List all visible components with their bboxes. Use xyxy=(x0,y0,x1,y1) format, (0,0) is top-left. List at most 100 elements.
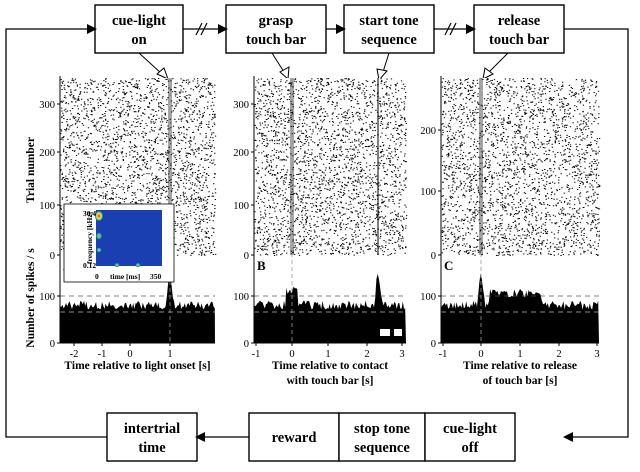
reward-box xyxy=(248,412,340,462)
stop-tone-line2: sequence xyxy=(354,440,410,456)
grasp-line1: grasp xyxy=(259,13,294,29)
release-line1: release xyxy=(498,13,541,29)
raster-tick-label: 0 xyxy=(431,251,436,262)
start-tone-line1: start tone xyxy=(359,13,419,29)
cue-light-off-line2: off xyxy=(462,440,479,456)
cue-light-on-line1: cue-light xyxy=(112,13,166,29)
spike-histogram xyxy=(441,273,599,343)
x-tick-label: 3 xyxy=(594,349,599,360)
x-tick-label: 1 xyxy=(167,349,172,360)
hist-tick-label: 100 xyxy=(39,292,55,303)
x-tick-label: 1 xyxy=(517,349,522,360)
x-axis-label: with touch bar [s] xyxy=(286,375,373,387)
loop-line-left xyxy=(5,24,107,438)
inset-blob-green-4 xyxy=(135,263,141,267)
raster-tick-label: 200 xyxy=(39,148,55,159)
cue-light-on-line2: on xyxy=(131,32,146,48)
event-stripe xyxy=(479,78,483,255)
raster-tick-label: 100 xyxy=(39,201,55,212)
x-tick-label: -1 xyxy=(98,349,107,360)
raster-tick-label: 100 xyxy=(420,187,436,198)
inset-blob-green-1 xyxy=(96,232,102,240)
raster-background xyxy=(254,78,406,255)
inset-y-top: 30.4 xyxy=(83,209,96,218)
event-stripe xyxy=(168,78,172,255)
pointer-arrow-light-onset xyxy=(138,52,169,80)
inset-x-left: 0 xyxy=(95,272,99,281)
panel-letter: B xyxy=(257,258,266,273)
cue-light-on-box xyxy=(94,4,184,54)
inset-x-right: 350 xyxy=(150,272,162,281)
hist-tick-label: 100 xyxy=(420,292,436,303)
spike-histogram xyxy=(60,274,215,343)
stop-tone-sequence-box xyxy=(338,412,426,462)
event-stripe xyxy=(290,78,294,255)
tone-stripe xyxy=(377,78,379,255)
inset-x-label: time [ms] xyxy=(110,272,140,281)
x-tick-label: 2 xyxy=(556,349,561,360)
x-tick-label: 3 xyxy=(399,349,404,360)
raster-y-label: Trial number xyxy=(25,137,37,203)
inset-blob-red xyxy=(95,211,103,221)
inset-y-axis-label: frequency [kHz] xyxy=(85,212,94,264)
spike-dots xyxy=(60,78,217,256)
pointer-arrow-tone xyxy=(376,52,390,82)
intertrial-line2: time xyxy=(138,440,166,456)
panel-letter: C xyxy=(444,258,453,273)
pointer-arrow-contact xyxy=(271,52,290,81)
tone-block-2 xyxy=(394,329,402,336)
pointer-arrow-release xyxy=(482,52,509,80)
hist-tick-label: 0 xyxy=(431,339,436,350)
inset-y-bottom: 0.12 xyxy=(83,261,96,270)
raster-background xyxy=(441,78,599,255)
x-tick-label: 0 xyxy=(478,349,483,360)
raster-tick-label: 100 xyxy=(233,201,249,212)
x-tick-label: -2 xyxy=(70,349,79,360)
x-tick-label: -1 xyxy=(439,349,448,360)
start-tone-sequence-box xyxy=(343,4,435,54)
bottom-flow: intertrial time reward stop tone sequenc… xyxy=(106,412,516,462)
start-tone-line2: sequence xyxy=(361,32,417,48)
spike-raster xyxy=(60,78,217,256)
x-tick-label: 0 xyxy=(127,349,132,360)
hist-tick-label: 0 xyxy=(50,339,55,350)
intertrial-line1: intertrial xyxy=(124,421,180,437)
time-break-mark-2 xyxy=(444,22,457,36)
x-tick-label: 2 xyxy=(364,349,369,360)
raster-tick-label: 300 xyxy=(233,100,249,111)
grasp-line2: touch bar xyxy=(246,32,307,48)
cue-light-off-line1: cue-light xyxy=(443,421,497,437)
tone-block-1 xyxy=(380,329,390,336)
hist-tick-label: 100 xyxy=(233,292,249,303)
x-tick-label: 0 xyxy=(289,349,294,360)
x-axis-label: Time relative to contact xyxy=(272,360,388,372)
time-break-mark-1 xyxy=(195,22,208,36)
loop-line-right xyxy=(563,28,629,442)
raster-tick-label: 0 xyxy=(244,251,249,262)
release-line2: touch bar xyxy=(489,32,550,48)
hist-tick-label: 0 xyxy=(244,339,249,350)
x-tick-label: -1 xyxy=(252,349,261,360)
inset-blob-green-2 xyxy=(96,247,102,253)
inset-plot xyxy=(96,210,162,266)
x-axis-label: Time relative to light onset [s] xyxy=(64,360,210,372)
intertrial-time-box xyxy=(106,412,198,462)
reward-label: reward xyxy=(272,430,317,446)
stop-tone-line1: stop tone xyxy=(354,421,411,437)
spectrogram-inset: 30.4 0.12 frequency [kHz] 0 time [ms] 35… xyxy=(63,203,175,283)
x-axis-label: Time relative to release xyxy=(463,360,577,372)
top-flow: cue-light on grasp touch bar start tone … xyxy=(5,4,629,442)
x-axis-label: of touch bar [s] xyxy=(483,375,558,387)
raster-tick-label: 0 xyxy=(50,251,55,262)
raster-tick-label: 200 xyxy=(233,148,249,159)
raster-tick-label: 200 xyxy=(420,126,436,137)
cue-light-off-box xyxy=(424,412,516,462)
inset-blob-green-3 xyxy=(114,263,120,267)
x-tick-label: 1 xyxy=(325,349,330,360)
histogram-y-label: Number of spikes / s xyxy=(25,248,37,348)
raster-tick-label: 300 xyxy=(39,100,55,111)
